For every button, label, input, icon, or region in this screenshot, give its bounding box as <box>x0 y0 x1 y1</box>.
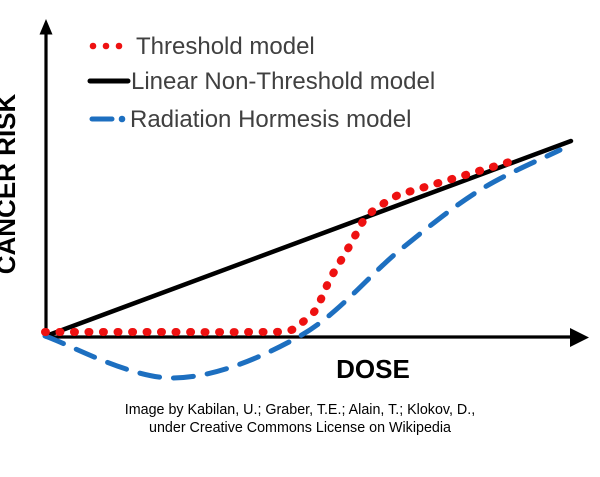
svg-text:under Creative Commons License: under Creative Commons License on Wikipe… <box>149 420 451 436</box>
svg-text:CANCER RISK: CANCER RISK <box>0 94 21 275</box>
svg-text:DOSE: DOSE <box>336 354 410 384</box>
svg-text:Threshold model: Threshold model <box>136 33 315 60</box>
svg-text:Image by Kabilan, U.; Graber,: Image by Kabilan, U.; Graber, T.E.; Alai… <box>125 402 475 418</box>
svg-text:Linear Non-Threshold model: Linear Non-Threshold model <box>131 68 435 95</box>
svg-text:Radiation Hormesis model: Radiation Hormesis model <box>130 106 411 133</box>
